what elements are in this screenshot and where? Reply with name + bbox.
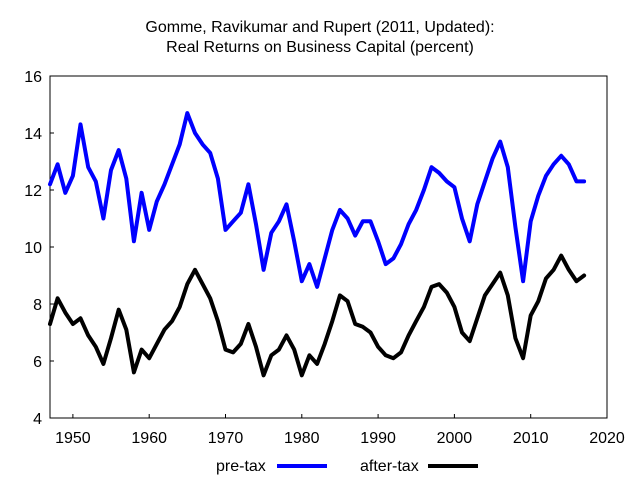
legend: pre-tax after-tax (216, 458, 478, 475)
x-tick-label: 1970 (208, 430, 244, 447)
y-tick-label: 14 (24, 126, 42, 143)
chart-subtitle: Real Returns on Business Capital (percen… (166, 39, 474, 56)
y-tick-label: 6 (33, 354, 42, 371)
x-tick-label: 1960 (131, 430, 167, 447)
y-tick-label: 8 (33, 297, 42, 314)
x-tick-label: 2010 (513, 430, 549, 447)
y-tick-label: 10 (24, 240, 42, 257)
y-tick-label: 12 (24, 183, 42, 200)
x-tick-label: 1990 (360, 430, 396, 447)
chart-title: Gomme, Ravikumar and Rupert (2011, Updat… (145, 19, 495, 36)
x-tick-label: 1980 (284, 430, 320, 447)
y-tick-label: 16 (24, 69, 42, 86)
x-tick-label: 1950 (55, 430, 91, 447)
series-line-after-tax (48, 253, 587, 378)
legend-label-after-tax: after-tax (360, 458, 419, 475)
x-tick-label: 2000 (437, 430, 473, 447)
legend-label-pre-tax: pre-tax (216, 458, 266, 475)
series-line-pre-tax (48, 111, 587, 289)
x-tick-label: 2020 (589, 430, 625, 447)
y-tick-label: 4 (33, 411, 42, 428)
